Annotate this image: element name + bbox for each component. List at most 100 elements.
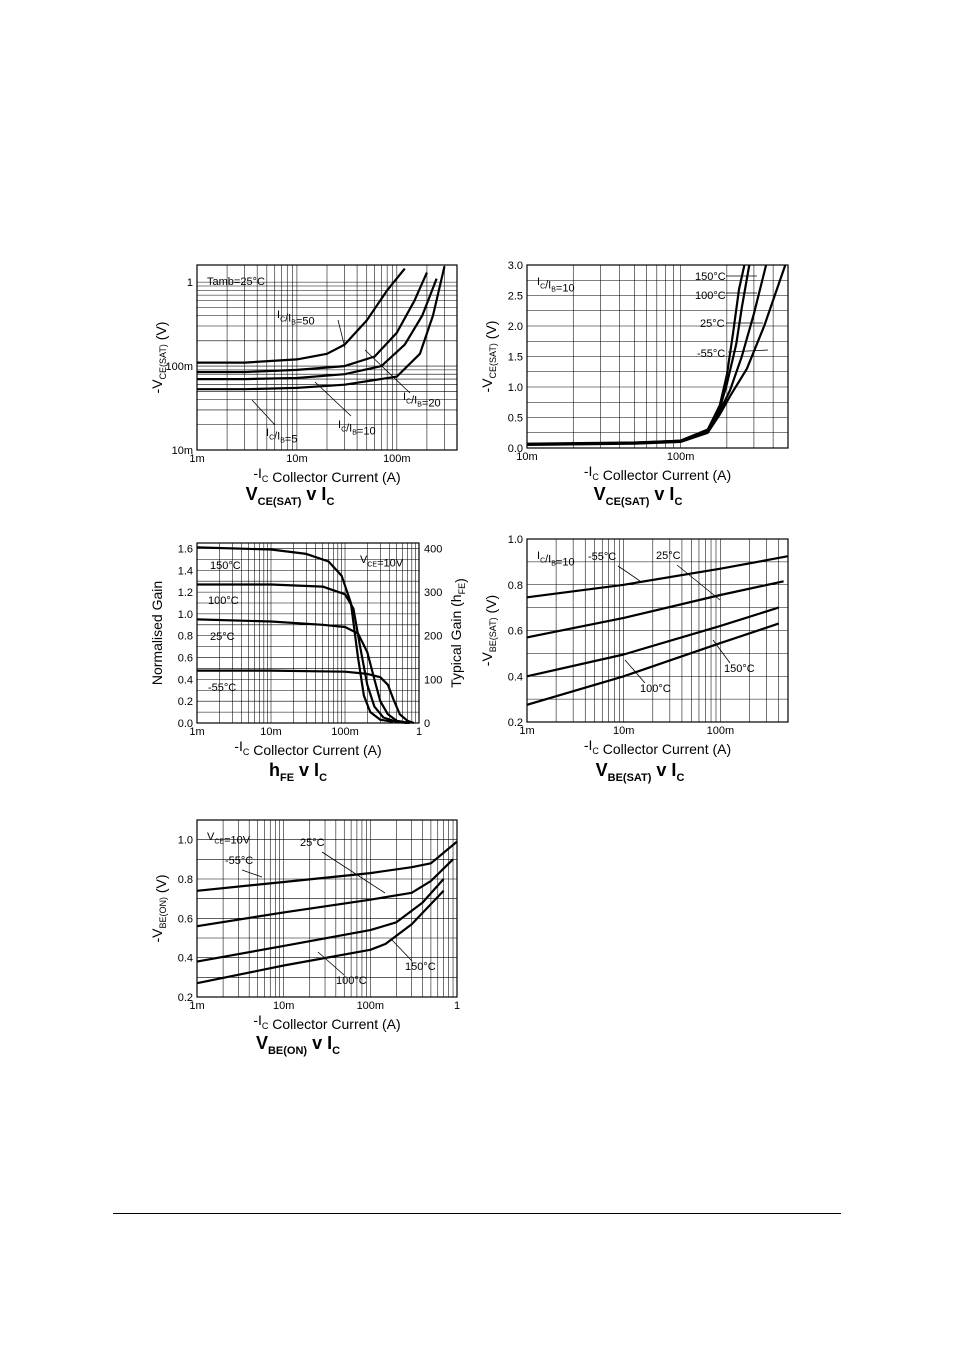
grid	[197, 543, 419, 723]
x-tick-label: 1	[454, 1000, 460, 1012]
series-line-100C	[197, 583, 408, 725]
y-tick-label: 0.6	[178, 653, 193, 665]
series-label: 100°C	[640, 683, 671, 695]
series-line-150C	[526, 622, 779, 706]
series-line-25C	[196, 618, 410, 725]
series-line-55C	[197, 669, 415, 725]
y-tick-label: 0.8	[508, 580, 523, 592]
y-tick-label: 100m	[165, 361, 193, 373]
series-group	[526, 264, 787, 446]
y-tick-label: 0.6	[508, 626, 523, 638]
label-leader	[321, 851, 386, 894]
series-group	[196, 840, 458, 985]
x-tick-label: 10m	[516, 451, 537, 463]
annotation: VCE=10V	[360, 554, 404, 569]
series-label: 25°C	[210, 631, 235, 643]
grid	[197, 265, 457, 450]
series-line-25C	[526, 580, 784, 639]
series-label: 100°C	[336, 975, 367, 987]
x-tick-label: 100m	[707, 725, 735, 737]
label-leader	[676, 564, 721, 601]
x-axis-label: -IC Collector Current (A)	[584, 463, 731, 483]
series-group	[196, 546, 415, 725]
y-tick-label: 1.6	[178, 543, 193, 555]
plot-frame	[196, 264, 458, 451]
series-label: -55°C	[588, 551, 616, 563]
y-tick-label: 0.0	[508, 443, 523, 455]
series-line-55C	[526, 264, 787, 446]
y-tick-label: 1.4	[178, 565, 193, 577]
y-tick-label: 0.5	[508, 413, 523, 425]
chart-title: VBE(SAT) v IC	[596, 760, 685, 784]
series-label: IC/IB=50	[277, 309, 315, 328]
y-tick-label: 1.0	[508, 382, 523, 394]
label-leader	[727, 349, 769, 353]
x-tick-label: 1	[416, 726, 422, 738]
y-tick-label: 1.2	[178, 587, 193, 599]
series-label: 100°C	[208, 595, 239, 607]
x-tick-label: 10m	[613, 725, 634, 737]
y-tick-label: 1.0	[178, 835, 193, 847]
x-tick-label: 1m	[519, 725, 534, 737]
x-tick-label: 100m	[331, 726, 359, 738]
y-tick-label: 0.2	[508, 717, 523, 729]
chart-title: VCE(SAT) v IC	[246, 484, 335, 508]
series-label: IC/IB=20	[403, 391, 441, 410]
x-tick-label: 10m	[260, 726, 281, 738]
x-tick-label: 100m	[667, 451, 695, 463]
series-label: 100°C	[695, 290, 726, 302]
plot-frame	[196, 542, 420, 724]
y-tick-label: 10m	[172, 445, 193, 457]
y2-tick-label: 300	[424, 587, 442, 599]
series-label: IC/IB=10	[338, 419, 376, 438]
y-tick-label: 0.4	[508, 671, 523, 683]
x-tick-label: 100m	[383, 453, 411, 465]
series-label: 150°C	[695, 271, 726, 283]
y2-axis-label: Typical Gain (hFE)	[448, 578, 468, 688]
series-line-ICIB20	[197, 272, 428, 374]
label-leader	[317, 951, 345, 976]
annotation: IC/IB=10	[537, 550, 575, 569]
series-label: 25°C	[656, 550, 681, 562]
series-line-ICIB50	[197, 267, 406, 364]
y-axis-label: -VCE(SAT) (V)	[479, 321, 499, 393]
x-axis-label: -IC Collector Current (A)	[584, 737, 731, 757]
y-axis-label: -VCE(SAT) (V)	[149, 322, 169, 394]
plot-frame	[526, 264, 789, 449]
label-leader	[712, 639, 731, 664]
annotation: Tamb=25°C	[207, 276, 265, 288]
x-tick-label: 1m	[189, 453, 204, 465]
series-label: 25°C	[700, 318, 725, 330]
grid	[527, 265, 788, 448]
series-label: -55°C	[697, 348, 725, 360]
series-group	[526, 555, 789, 706]
x-axis-label: -IC Collector Current (A)	[253, 1012, 400, 1032]
chart-title: VCE(SAT) v IC	[594, 484, 683, 508]
y-tick-label: 1.0	[508, 534, 523, 546]
y-tick-label: 0.4	[178, 953, 193, 965]
x-tick-label: 100m	[357, 1000, 385, 1012]
annotation: IC/IB=10	[537, 276, 575, 295]
series-line-55C	[526, 555, 789, 599]
plot-frame	[196, 819, 458, 998]
series-label: 150°C	[724, 663, 755, 675]
series-line-ICIB10	[197, 278, 438, 381]
y-tick-label: 0.4	[178, 674, 193, 686]
chart-title: hFE v IC	[269, 760, 327, 784]
chart-c2: 10m 100m 0.0 0.5 1.0 1.5 2.0 2.5 3.0 -IC Collecto…	[479, 260, 789, 508]
y-tick-label: 1	[187, 277, 193, 289]
y-tick-label: 3.0	[508, 260, 523, 272]
y-tick-label: 0.2	[178, 992, 193, 1004]
series-group	[197, 265, 446, 391]
y-tick-label: 0.8	[178, 874, 193, 886]
y2-tick-label: 400	[424, 543, 442, 555]
y-tick-label: 0.8	[178, 631, 193, 643]
y-tick-label: 2.5	[508, 291, 523, 303]
plot-frame	[526, 538, 789, 723]
label-leader	[314, 381, 352, 417]
y2-tick-label: 100	[424, 674, 442, 686]
series-label: 150°C	[210, 560, 241, 572]
chart-c5: 1m 10m 100m 1 0.2 0.4 0.6 0.8 1.0 -IC Collector C…	[149, 819, 460, 1057]
